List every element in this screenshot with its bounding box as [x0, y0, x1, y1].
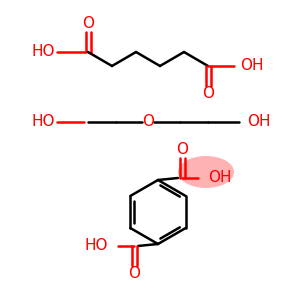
Ellipse shape [178, 156, 234, 188]
Text: HO: HO [32, 44, 55, 59]
Text: O: O [202, 86, 214, 101]
Text: O: O [176, 142, 188, 158]
Text: OH: OH [240, 58, 263, 74]
Text: O: O [142, 115, 154, 130]
Text: HO: HO [85, 238, 108, 253]
Text: HO: HO [32, 115, 55, 130]
Text: OH: OH [247, 115, 271, 130]
Text: OH: OH [208, 170, 232, 185]
Text: O: O [82, 16, 94, 32]
Text: O: O [128, 266, 140, 281]
